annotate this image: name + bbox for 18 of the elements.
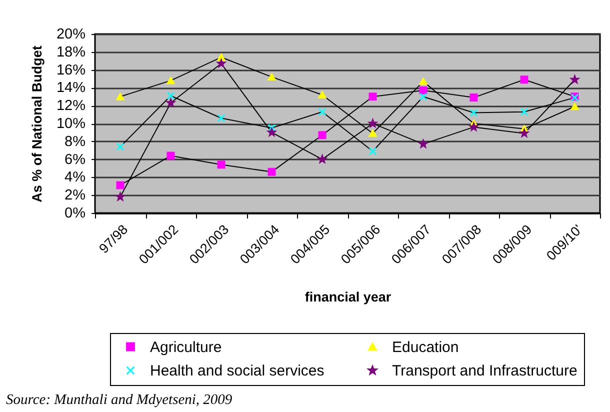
y-tick-label: 14%	[56, 80, 86, 96]
y-tick-label: 18%	[56, 44, 86, 60]
y-tick-label: 8%	[64, 134, 86, 150]
y-tick-label: 0%	[64, 206, 86, 222]
legend-label: Agriculture	[150, 338, 222, 356]
y-axis-title: As % of National Budget	[29, 45, 44, 202]
y-tick-label: 4%	[64, 170, 86, 186]
y-tick-label: 20%	[56, 26, 86, 42]
x-axis-title: financial year	[304, 290, 392, 305]
source-note: Source: Munthali and Mdyetseni, 2009	[6, 392, 232, 409]
legend-label: Health and social services	[150, 362, 324, 380]
y-tick-label: 12%	[56, 98, 86, 114]
y-tick-label: 2%	[64, 188, 86, 204]
y-tick-label: 10%	[56, 116, 86, 132]
y-tick-label: 16%	[56, 62, 86, 78]
legend-label: Transport and Infrastructure	[392, 362, 578, 380]
legend-label: Education	[392, 338, 459, 356]
y-tick-label: 6%	[64, 152, 86, 168]
